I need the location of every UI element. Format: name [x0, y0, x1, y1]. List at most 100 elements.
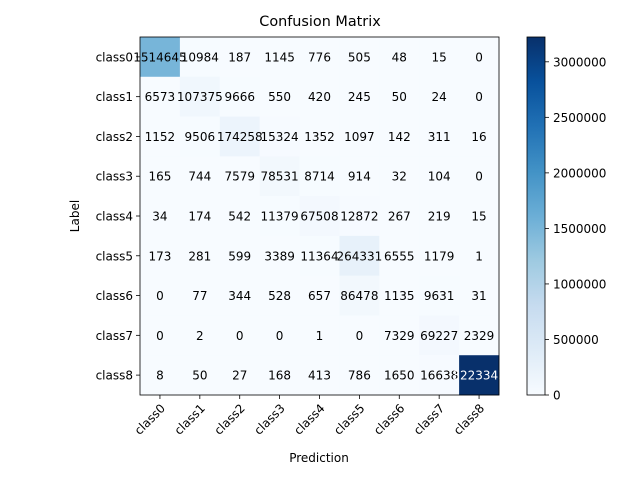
cell-value-label: 1650	[384, 369, 415, 383]
cell-value-label: 48	[392, 50, 407, 64]
cell-value-label: 505	[348, 50, 371, 64]
x-axis-label: Prediction	[289, 451, 349, 465]
heatmap-cell	[339, 116, 380, 157]
heatmap-cell	[259, 156, 300, 197]
heatmap-cell	[339, 196, 380, 237]
cell-value-label: 0	[236, 329, 244, 343]
heatmap-cell	[259, 275, 300, 316]
cell-value-label: 77	[192, 289, 207, 303]
y-tick-label: class4	[96, 210, 133, 224]
heatmap-cell	[299, 235, 340, 276]
cell-value-label: 1514645	[133, 50, 186, 64]
cell-value-label: 776	[308, 50, 331, 64]
heatmap-cell	[459, 355, 500, 396]
cell-value-label: 0	[475, 90, 483, 104]
cell-value-label: 657	[308, 289, 331, 303]
cell-value-label: 219	[428, 210, 451, 224]
heatmap-cell	[140, 116, 181, 157]
heatmap-cell	[379, 76, 420, 117]
heatmap-cell	[140, 315, 181, 356]
heatmap-cell	[419, 156, 460, 197]
heatmap-cell	[379, 315, 420, 356]
heatmap-cell	[459, 275, 500, 316]
heatmap-cell	[179, 156, 221, 197]
cell-value-label: 542	[228, 210, 251, 224]
heatmap-cell	[299, 76, 340, 117]
heatmap-cell	[140, 196, 181, 237]
heatmap-cell	[179, 235, 221, 276]
cell-value-label: 104	[428, 170, 451, 184]
cell-value-label: 550	[268, 90, 291, 104]
heatmap-cell	[459, 116, 500, 157]
cell-value-label: 1	[316, 329, 324, 343]
heatmap-cell	[219, 355, 260, 396]
heatmap-cell	[459, 37, 500, 78]
heatmap-cell	[419, 235, 460, 276]
colorbar-tick-label: 0	[553, 389, 561, 403]
cell-value-label: 1179	[424, 249, 455, 263]
heatmap-cell	[339, 235, 380, 276]
cell-value-label: 165	[148, 170, 171, 184]
heatmap-cell	[299, 315, 340, 356]
heatmap-cell	[140, 275, 181, 316]
cell-value-label: 744	[188, 170, 211, 184]
heatmap-cell	[140, 37, 181, 78]
cell-value-label: 31	[471, 289, 486, 303]
cell-value-label: 0	[356, 329, 364, 343]
cell-value-label: 7579	[224, 170, 255, 184]
chart-title: Confusion Matrix	[259, 14, 381, 30]
cell-value-label: 67508	[300, 210, 338, 224]
x-tick-label: class3	[251, 401, 287, 437]
cell-value-label: 15	[432, 50, 447, 64]
cell-value-label: 2329	[464, 329, 495, 343]
heatmap-cell	[419, 196, 460, 237]
heatmap-cell	[459, 315, 500, 356]
cell-value-label: 344	[228, 289, 251, 303]
heatmap-cell	[179, 355, 221, 396]
heatmap-cell	[339, 76, 380, 117]
heatmap-cell	[459, 196, 500, 237]
cell-value-label: 9506	[185, 130, 216, 144]
cell-value-label: 32	[392, 170, 407, 184]
heatmap-cell	[179, 116, 221, 157]
cell-value-label: 599	[228, 249, 251, 263]
heatmap-cell	[179, 315, 221, 356]
cell-value-label: 174	[188, 210, 211, 224]
heatmap-cell	[179, 275, 221, 316]
cell-value-label: 0	[156, 329, 164, 343]
x-tick-label: class8	[451, 401, 487, 437]
heatmap-cell	[219, 116, 260, 157]
y-tick-label: class1	[96, 90, 133, 104]
x-tick-label: class1	[172, 401, 208, 437]
heatmap-cell	[379, 196, 420, 237]
cell-value-label: 786	[348, 369, 371, 383]
heatmap-cell	[379, 37, 420, 78]
cell-value-label: 420	[308, 90, 331, 104]
colorbar-tick-label: 3000000	[553, 55, 606, 69]
cell-value-label: 413	[308, 369, 331, 383]
x-tick-label: class4	[291, 401, 327, 437]
cell-value-label: 7329	[384, 329, 415, 343]
cell-value-label: 1352	[304, 130, 335, 144]
cell-value-label: 1135	[384, 289, 415, 303]
x-tick-label: class2	[211, 401, 247, 437]
cell-value-label: 0	[475, 50, 483, 64]
cell-value-label: 264331	[336, 249, 382, 263]
heatmap-cell	[379, 116, 420, 157]
cell-value-label: 3389	[264, 249, 295, 263]
y-tick-label: class8	[96, 369, 133, 383]
cell-value-label: 78531	[261, 170, 299, 184]
heatmap-cell	[419, 37, 460, 78]
heatmap-cell	[459, 76, 500, 117]
cell-value-label: 8	[156, 369, 164, 383]
cell-value-label: 1097	[344, 130, 375, 144]
cell-value-label: 16638	[420, 369, 458, 383]
cell-value-label: 2	[196, 329, 204, 343]
cell-value-label: 173	[148, 249, 171, 263]
cell-value-label: 187	[228, 50, 251, 64]
cell-value-label: 8714	[304, 170, 335, 184]
cell-value-label: 6555	[384, 249, 415, 263]
cell-value-label: 16	[471, 130, 486, 144]
